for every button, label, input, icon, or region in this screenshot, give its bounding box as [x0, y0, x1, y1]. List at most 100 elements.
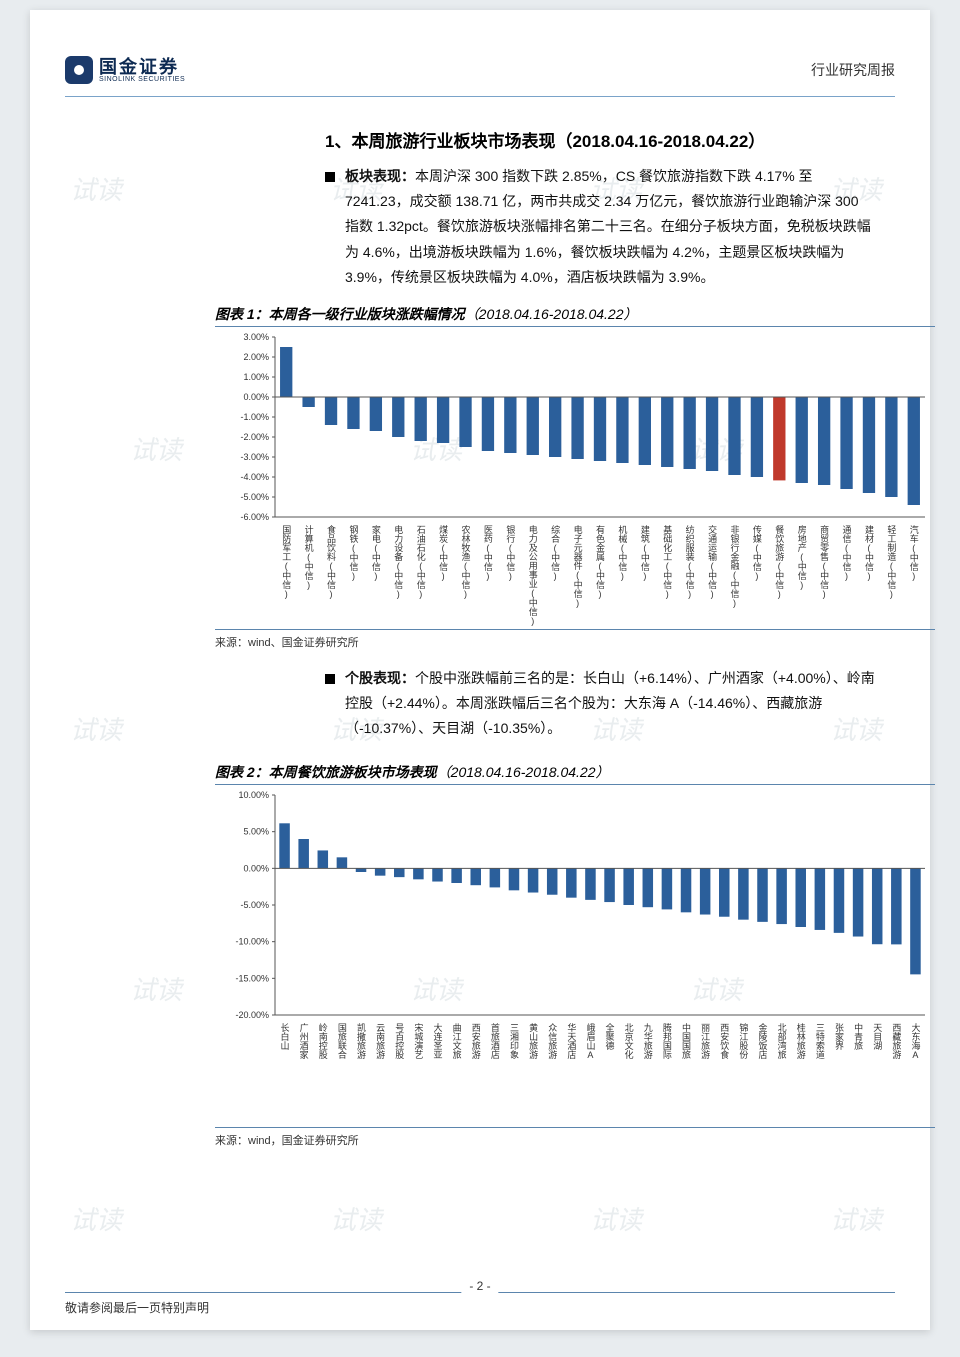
svg-text:-3.00%: -3.00%: [240, 452, 269, 462]
svg-text:交通运输(中信): 交通运输(中信): [707, 524, 717, 599]
svg-text:西藏旅游: 西藏旅游: [891, 1022, 901, 1059]
svg-text:首旅酒店: 首旅酒店: [490, 1021, 500, 1059]
svg-text:岭南控股: 岭南控股: [318, 1021, 328, 1059]
bullet-icon: [325, 674, 335, 684]
fig2-divider-bottom: [215, 1127, 935, 1128]
svg-text:号百控股: 号百控股: [394, 1022, 404, 1059]
svg-text:计算机(中信): 计算机(中信): [304, 524, 314, 590]
svg-text:凯撒旅游: 凯撒旅游: [356, 1021, 366, 1059]
watermark: 试读: [70, 1200, 122, 1237]
svg-text:10.00%: 10.00%: [238, 790, 269, 800]
logo-cn: 国金证券: [99, 58, 185, 76]
fig2-title-date: （2018.04.16-2018.04.22）: [437, 764, 610, 780]
svg-text:九华旅游: 九华旅游: [643, 1022, 653, 1059]
svg-text:广州酒家: 广州酒家: [299, 1021, 309, 1058]
svg-text:北京文化: 北京文化: [624, 1022, 634, 1059]
svg-text:钢铁(中信): 钢铁(中信): [348, 524, 358, 581]
svg-text:丽江旅游: 丽江旅游: [700, 1022, 710, 1059]
para-body-2: 个股中涨跌幅前三名的是：长白山（+6.14%）、广州酒家（+4.00%）、岭南控…: [345, 670, 875, 736]
para-lead-1: 板块表现：: [345, 168, 415, 184]
footer: 敬请参阅最后一页特别声明 - 2 - .: [65, 1292, 895, 1316]
svg-text:西安旅游: 西安旅游: [471, 1022, 481, 1059]
page: 试读 试读 试读 试读 试读 试读 试读 试读 试读 试读 试读 试读 试读 试…: [30, 10, 930, 1330]
watermark: 试读: [70, 710, 122, 747]
fig2-chart: -20.00%-15.00%-10.00%-5.00%0.00%5.00%10.…: [215, 785, 935, 1125]
svg-text:三湘印象: 三湘印象: [509, 1023, 519, 1059]
svg-text:华天酒店: 华天酒店: [566, 1021, 576, 1059]
svg-text:中国国旅: 中国国旅: [681, 1021, 691, 1059]
svg-text:-5.00%: -5.00%: [240, 492, 269, 502]
header-divider: [65, 96, 895, 97]
svg-text:基础化工(中信): 基础化工(中信): [662, 524, 672, 599]
svg-text:-2.00%: -2.00%: [240, 432, 269, 442]
svg-text:银行(中信): 银行(中信): [505, 524, 515, 581]
svg-text:传媒(中信): 传媒(中信): [752, 524, 762, 581]
svg-text:长白山: 长白山: [280, 1021, 290, 1049]
svg-text:金陵饭店: 金陵饭店: [758, 1021, 768, 1059]
svg-text:电力设备(中信): 电力设备(中信): [393, 524, 403, 599]
svg-text:非银行金融(中信): 非银行金融(中信): [729, 524, 739, 608]
bullet-1: 板块表现：本周沪深 300 指数下跌 2.85%，CS 餐饮旅游指数下跌 4.1…: [325, 164, 885, 290]
svg-text:国旅联合: 国旅联合: [337, 1022, 347, 1059]
svg-text:有色金属(中信): 有色金属(中信): [595, 524, 605, 599]
svg-text:腾邦国际: 腾邦国际: [662, 1021, 672, 1059]
watermark: 试读: [330, 1200, 382, 1237]
svg-text:食品饮料(中信): 食品饮料(中信): [326, 524, 336, 599]
fig1-title: 图表 1：本周各一级行业版块涨跌幅情况（2018.04.16-2018.04.2…: [215, 304, 895, 324]
svg-text:-6.00%: -6.00%: [240, 512, 269, 522]
fig1-source: 来源：wind、国金证券研究所: [215, 634, 895, 650]
svg-text:5.00%: 5.00%: [243, 826, 269, 836]
svg-text:-1.00%: -1.00%: [240, 412, 269, 422]
svg-text:-20.00%: -20.00%: [235, 1010, 269, 1020]
svg-text:大连圣亚: 大连圣亚: [433, 1021, 443, 1058]
fig2-title: 图表 2：本周餐饮旅游板块市场表现（2018.04.16-2018.04.22）: [215, 762, 895, 782]
svg-text:农林牧渔(中信): 农林牧渔(中信): [461, 524, 471, 599]
svg-text:建筑(中信): 建筑(中信): [640, 524, 650, 581]
para-body-1: 本周沪深 300 指数下跌 2.85%，CS 餐饮旅游指数下跌 4.17% 至 …: [345, 168, 871, 285]
svg-text:0.00%: 0.00%: [243, 392, 269, 402]
watermark: 试读: [130, 430, 182, 467]
svg-text:医药(中信): 医药(中信): [483, 525, 493, 581]
svg-text:北部湾旅: 北部湾旅: [777, 1022, 787, 1059]
svg-text:纺织服装(中信): 纺织服装(中信): [685, 524, 695, 599]
svg-text:建材(中信): 建材(中信): [864, 524, 874, 581]
svg-text:商贸零售(中信): 商贸零售(中信): [819, 524, 829, 599]
section-title-1: 1、本周旅游行业板块市场表现（2018.04.16-2018.04.22）: [325, 127, 895, 152]
svg-text:机械(中信): 机械(中信): [617, 524, 627, 581]
bullet-2: 个股表现：个股中涨跌幅前三名的是：长白山（+6.14%）、广州酒家（+4.00%…: [325, 666, 885, 742]
svg-text:1.00%: 1.00%: [243, 372, 269, 382]
svg-text:煤炭(中信): 煤炭(中信): [438, 524, 448, 581]
svg-text:电子元器件(中信): 电子元器件(中信): [573, 524, 583, 608]
svg-text:2.00%: 2.00%: [243, 352, 269, 362]
watermark: 试读: [70, 170, 122, 207]
svg-text:国防军工(中信): 国防军工(中信): [281, 525, 291, 599]
fig1-title-date: （2018.04.16-2018.04.22）: [465, 306, 638, 322]
svg-text:云南旅游: 云南旅游: [375, 1023, 385, 1060]
fig1-svg: -6.00%-5.00%-4.00%-3.00%-2.00%-1.00%0.00…: [215, 327, 935, 627]
doc-type: 行业研究周报: [811, 60, 895, 80]
logo-en: SINOLINK SECURITIES: [99, 76, 185, 83]
fig1-chart: -6.00%-5.00%-4.00%-3.00%-2.00%-1.00%0.00…: [215, 327, 935, 627]
svg-text:中青旅: 中青旅: [853, 1021, 863, 1050]
page-number: - 2 -: [461, 1279, 498, 1293]
svg-text:曲江文旅: 曲江文旅: [452, 1022, 462, 1059]
watermark: 试读: [130, 970, 182, 1007]
fig2-title-text: 图表 2：本周餐饮旅游板块市场表现: [215, 764, 437, 780]
svg-text:宋城演艺: 宋城演艺: [413, 1021, 423, 1058]
svg-text:3.00%: 3.00%: [243, 332, 269, 342]
svg-text:-10.00%: -10.00%: [235, 936, 269, 946]
svg-text:大东海A: 大东海A: [910, 1021, 920, 1059]
fig1-divider-bottom: [215, 629, 935, 630]
fig1-title-text: 图表 1：本周各一级行业版块涨跌幅情况: [215, 306, 465, 322]
svg-text:0.00%: 0.00%: [243, 863, 269, 873]
svg-text:电力及公用事业(中信): 电力及公用事业(中信): [528, 524, 538, 626]
para-lead-2: 个股表现：: [345, 670, 415, 686]
svg-text:轻工制造(中信): 轻工制造(中信): [886, 524, 896, 599]
svg-text:房地产(中信): 房地产(中信): [797, 524, 807, 590]
logo: 国金证券 SINOLINK SECURITIES: [65, 56, 185, 84]
fig2-source: 来源：wind，国金证券研究所: [215, 1132, 895, 1148]
bullet-icon: [325, 172, 335, 182]
svg-text:-15.00%: -15.00%: [235, 973, 269, 983]
svg-text:通信(中信): 通信(中信): [842, 525, 852, 581]
svg-text:众信旅游: 众信旅游: [547, 1022, 557, 1059]
